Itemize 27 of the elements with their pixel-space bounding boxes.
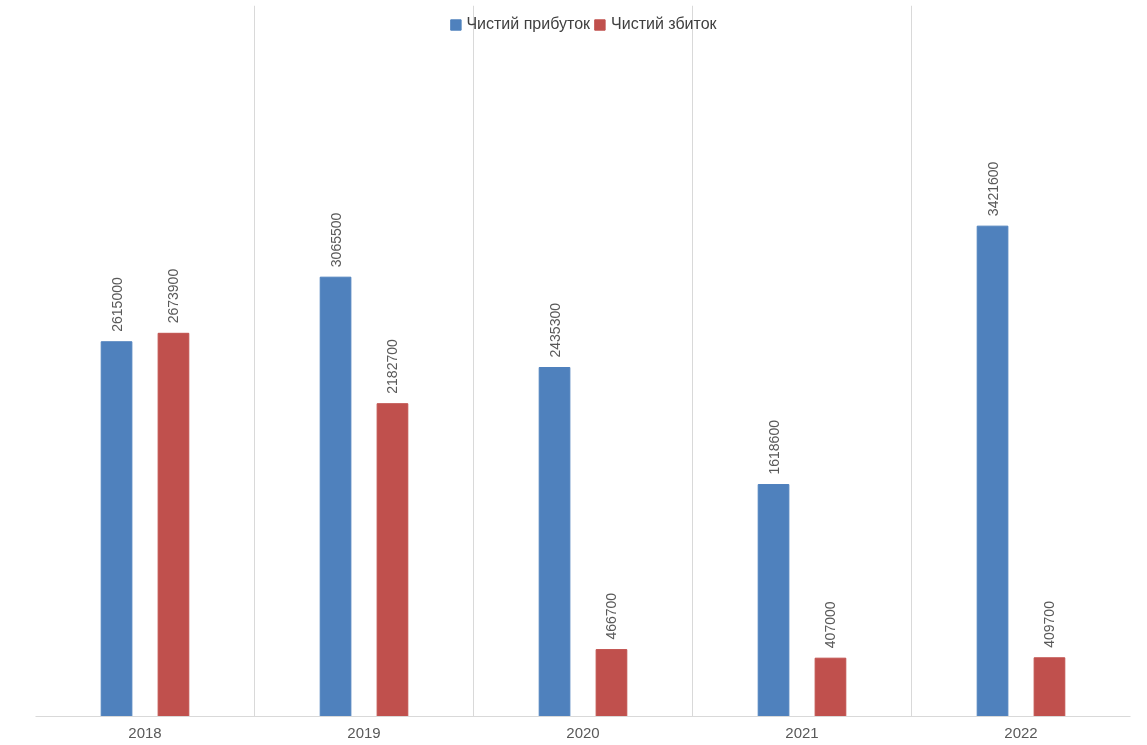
data-label: 3421600: [984, 161, 1001, 217]
x-tick-label: 2021: [785, 723, 819, 741]
x-tick-label: 2022: [1004, 723, 1038, 741]
bar: [157, 332, 190, 717]
bar: [376, 403, 409, 717]
data-label: 2182700: [384, 338, 401, 394]
x-tick-label: 2020: [566, 723, 600, 741]
bar: [976, 225, 1009, 717]
x-tick-label: 2019: [347, 723, 381, 741]
bar: [100, 341, 133, 717]
data-label: 2615000: [108, 277, 125, 332]
bar: [319, 276, 352, 717]
data-label: 2673900: [165, 268, 182, 324]
bar: [538, 367, 571, 717]
bar: [814, 657, 847, 717]
x-tick-label: 2018: [128, 723, 162, 741]
bar: [757, 484, 790, 717]
data-label: 409700: [1041, 600, 1058, 648]
data-label: 407000: [822, 601, 839, 649]
data-label: 2435300: [546, 302, 563, 358]
bar: [595, 649, 628, 717]
bar: [1033, 657, 1066, 717]
data-label: 3065500: [327, 212, 344, 268]
data-label: 466700: [603, 592, 620, 640]
data-label: 1618600: [765, 419, 782, 475]
legend-label: Чистий прибуток: [466, 15, 591, 33]
legend-label: Чистий збиток: [611, 15, 717, 33]
